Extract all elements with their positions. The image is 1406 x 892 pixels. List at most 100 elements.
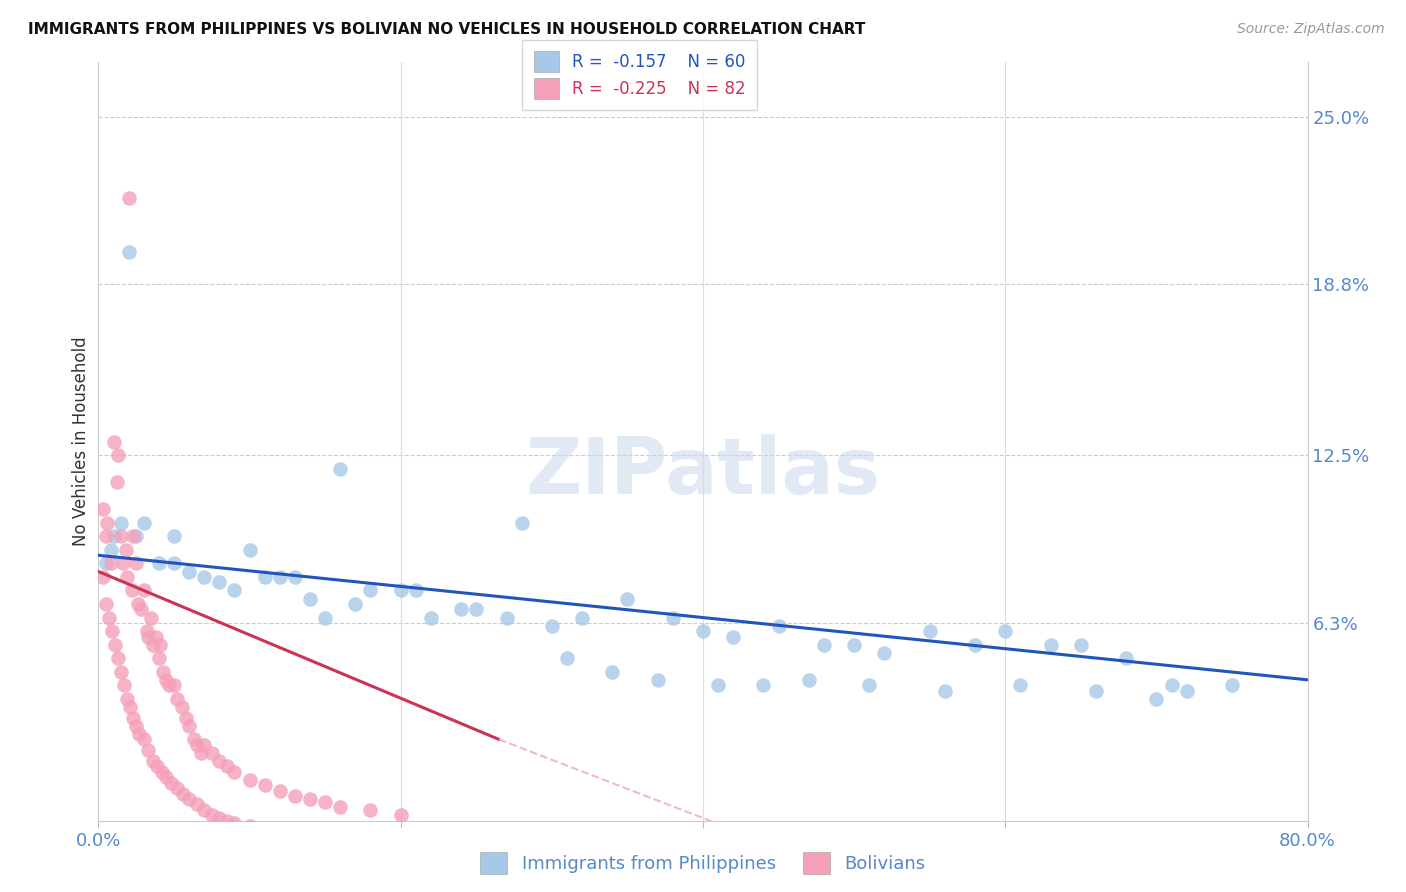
- Point: [193, 738, 215, 752]
- Point: [692, 624, 714, 639]
- Point: [125, 557, 148, 571]
- Point: [145, 630, 167, 644]
- Point: [299, 792, 322, 806]
- Point: [239, 542, 262, 557]
- Point: [142, 754, 165, 768]
- Point: [149, 638, 172, 652]
- Point: [148, 557, 170, 571]
- Point: [314, 610, 336, 624]
- Point: [208, 575, 231, 590]
- Point: [1175, 683, 1198, 698]
- Point: [110, 665, 132, 679]
- Point: [797, 673, 820, 687]
- Point: [510, 516, 533, 530]
- Point: [269, 784, 291, 798]
- Point: [94, 597, 117, 611]
- Point: [107, 651, 129, 665]
- Point: [125, 719, 148, 733]
- Point: [148, 651, 170, 665]
- Point: [616, 591, 638, 606]
- Point: [420, 610, 443, 624]
- Point: [1070, 638, 1092, 652]
- Point: [224, 583, 246, 598]
- Point: [96, 516, 118, 530]
- Point: [723, 630, 745, 644]
- Point: [155, 673, 177, 687]
- Point: [170, 699, 193, 714]
- Point: [112, 678, 135, 692]
- Point: [495, 610, 517, 624]
- Point: [100, 542, 122, 557]
- Point: [190, 746, 212, 760]
- Point: [100, 557, 122, 571]
- Point: [360, 803, 382, 817]
- Point: [160, 776, 183, 790]
- Point: [329, 461, 352, 475]
- Point: [571, 610, 593, 624]
- Point: [389, 808, 412, 822]
- Point: [111, 557, 134, 571]
- Point: [965, 638, 987, 652]
- Point: [314, 795, 336, 809]
- Point: [201, 808, 224, 822]
- Point: [284, 789, 307, 804]
- Point: [450, 602, 472, 616]
- Point: [253, 779, 276, 793]
- Point: [136, 743, 159, 757]
- Point: [183, 732, 205, 747]
- Point: [215, 759, 238, 773]
- Point: [142, 638, 165, 652]
- Point: [1115, 651, 1137, 665]
- Point: [103, 434, 125, 449]
- Point: [132, 732, 155, 747]
- Point: [91, 502, 114, 516]
- Point: [208, 811, 231, 825]
- Point: [344, 597, 367, 611]
- Point: [934, 683, 956, 698]
- Point: [174, 711, 197, 725]
- Point: [107, 448, 129, 462]
- Point: [873, 646, 896, 660]
- Point: [186, 797, 208, 812]
- Point: [994, 624, 1017, 639]
- Point: [150, 764, 173, 779]
- Point: [661, 610, 683, 624]
- Point: [224, 816, 246, 830]
- Point: [118, 191, 141, 205]
- Point: [405, 583, 427, 598]
- Point: [110, 529, 132, 543]
- Point: [752, 678, 775, 692]
- Point: [163, 678, 186, 692]
- Point: [179, 565, 201, 579]
- Point: [146, 759, 169, 773]
- Point: [152, 665, 174, 679]
- Point: [104, 638, 127, 652]
- Point: [163, 557, 186, 571]
- Point: [239, 819, 262, 833]
- Point: [118, 244, 141, 259]
- Point: [186, 738, 208, 752]
- Point: [101, 624, 124, 639]
- Point: [114, 542, 136, 557]
- Point: [179, 792, 201, 806]
- Point: [120, 699, 142, 714]
- Point: [329, 800, 352, 814]
- Point: [125, 529, 148, 543]
- Point: [159, 678, 181, 692]
- Point: [224, 764, 246, 779]
- Point: [1039, 638, 1062, 652]
- Point: [201, 746, 224, 760]
- Point: [239, 772, 262, 787]
- Point: [110, 516, 132, 530]
- Point: [193, 570, 215, 584]
- Point: [98, 610, 121, 624]
- Point: [284, 570, 307, 584]
- Point: [172, 787, 194, 801]
- Point: [858, 678, 880, 692]
- Point: [166, 781, 188, 796]
- Point: [132, 516, 155, 530]
- Point: [121, 583, 143, 598]
- Point: [284, 824, 307, 838]
- Point: [844, 638, 866, 652]
- Point: [163, 529, 186, 543]
